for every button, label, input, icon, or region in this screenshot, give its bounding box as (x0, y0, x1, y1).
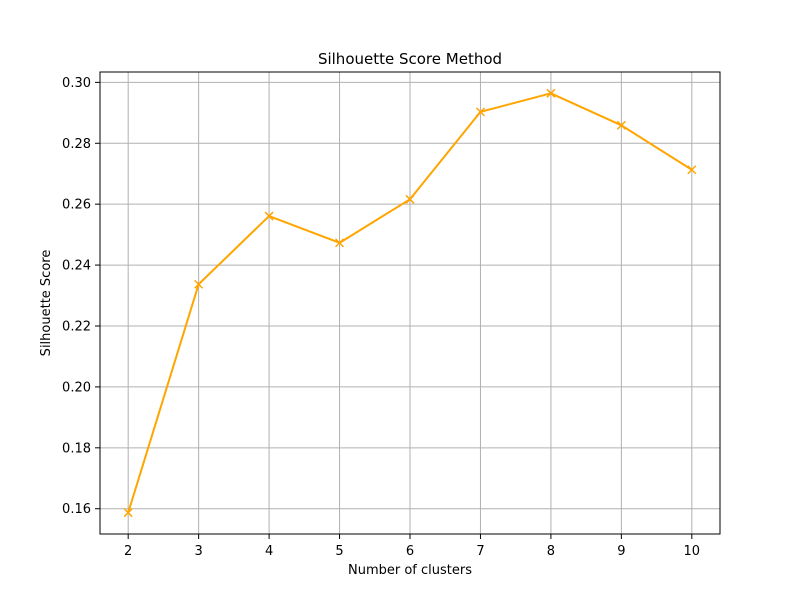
x-tick-label: 5 (335, 544, 343, 559)
x-tick-label: 9 (617, 544, 625, 559)
x-axis: 2 3 4 5 6 7 8 9 10 (124, 534, 700, 559)
x-tick-label: 6 (406, 544, 414, 559)
x-tick-label: 3 (194, 544, 202, 559)
data-point (546, 88, 556, 98)
data-point (194, 279, 204, 289)
y-tick-label: 0.28 (62, 137, 91, 152)
y-tick-label: 0.30 (62, 76, 91, 91)
x-tick-label: 4 (265, 544, 273, 559)
y-tick-label: 0.20 (62, 380, 91, 395)
y-tick-label: 0.24 (62, 259, 91, 274)
y-tick-label: 0.22 (62, 319, 91, 334)
data-point (687, 165, 697, 175)
data-point (123, 508, 133, 518)
x-tick-label: 7 (476, 544, 484, 559)
y-tick-label: 0.26 (62, 198, 91, 213)
grid (100, 72, 720, 534)
series-layer (123, 88, 697, 518)
y-axis: 0.16 0.18 0.20 0.22 0.24 0.26 0.28 0.30 (62, 76, 100, 517)
data-point (475, 107, 485, 117)
x-axis-label: Number of clusters (348, 563, 472, 578)
x-tick-label: 10 (684, 544, 701, 559)
y-tick-label: 0.18 (62, 441, 91, 456)
data-point (335, 238, 345, 248)
x-tick-label: 2 (124, 544, 132, 559)
x-tick-label: 8 (547, 544, 555, 559)
data-point (616, 120, 626, 130)
data-point (405, 194, 415, 204)
y-axis-label: Silhouette Score (39, 250, 54, 357)
data-point (264, 211, 274, 221)
chart-title: Silhouette Score Method (318, 50, 502, 68)
y-tick-label: 0.16 (62, 502, 91, 517)
